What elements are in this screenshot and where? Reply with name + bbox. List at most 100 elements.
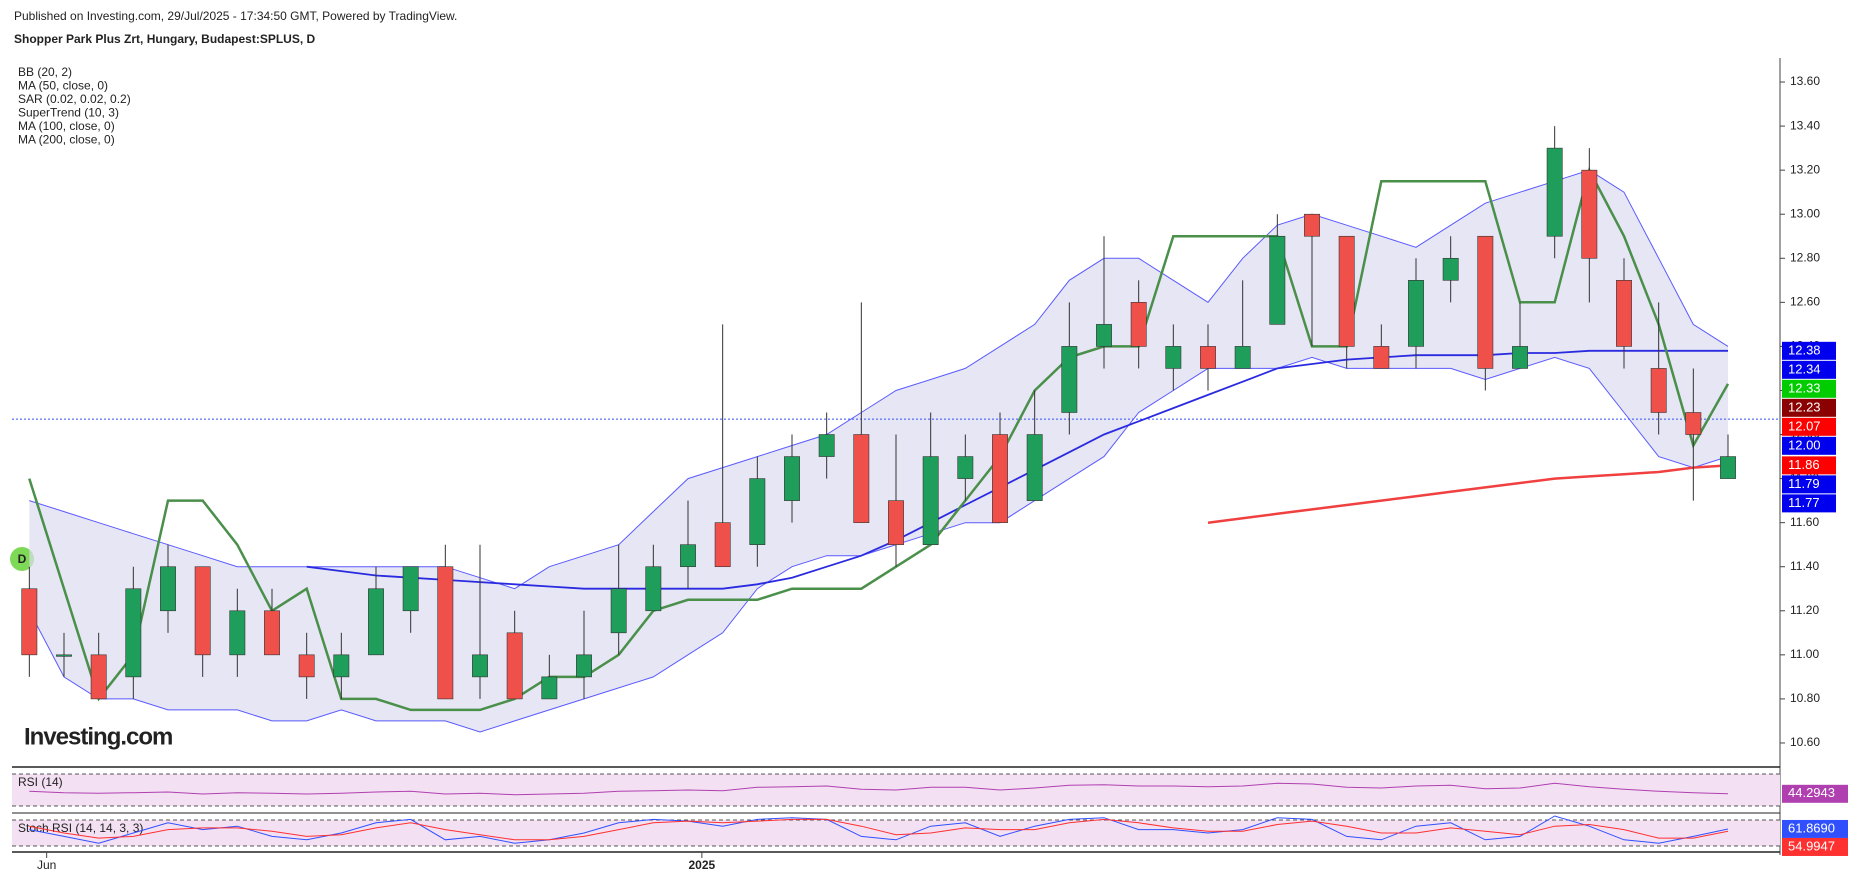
candle-body bbox=[818, 434, 835, 457]
candle-body bbox=[888, 500, 904, 545]
indicator-legend: MA (100, close, 0) bbox=[18, 119, 115, 133]
value-badge-label: 54.9947 bbox=[1788, 838, 1835, 853]
candle-body bbox=[1061, 346, 1078, 413]
price-badge bbox=[1782, 379, 1836, 398]
candle-body bbox=[1546, 147, 1563, 237]
published-note: Published on Investing.com, 29/Jul/2025 … bbox=[14, 9, 457, 23]
y-tick-label: 10.80 bbox=[1790, 691, 1820, 705]
candle-body bbox=[1685, 412, 1702, 435]
candle-body bbox=[1408, 280, 1424, 347]
candle-body bbox=[1130, 302, 1147, 347]
candle-body bbox=[56, 654, 72, 657]
candle-body bbox=[90, 654, 107, 700]
y-tick-label: 12.80 bbox=[1790, 250, 1820, 264]
indicator-legend: MA (200, close, 0) bbox=[18, 133, 115, 147]
candle-body bbox=[1096, 324, 1112, 347]
indicator-legend: BB (20, 2) bbox=[18, 65, 72, 79]
candle-body bbox=[576, 654, 592, 678]
candle-body bbox=[1304, 213, 1320, 237]
y-tick-label: 13.00 bbox=[1790, 206, 1820, 220]
candle-body bbox=[1338, 235, 1355, 347]
candle-body bbox=[194, 566, 211, 656]
candle-body bbox=[1234, 346, 1251, 369]
candle-body bbox=[333, 654, 350, 678]
indicator-line bbox=[29, 815, 1729, 844]
candle-body bbox=[853, 434, 870, 523]
price-badge bbox=[1782, 494, 1836, 513]
candle-body bbox=[784, 456, 800, 501]
candle-body bbox=[437, 566, 454, 700]
candle-body bbox=[1720, 456, 1736, 479]
x-tick-label: Jun bbox=[37, 858, 56, 872]
candle-body bbox=[1650, 368, 1667, 413]
indicator-legend: SuperTrend (10, 3) bbox=[18, 106, 119, 120]
candle-body bbox=[125, 588, 142, 678]
candle-body bbox=[298, 654, 315, 678]
candle-body bbox=[1477, 235, 1494, 369]
interval-badge: D bbox=[18, 552, 27, 566]
candle-body bbox=[229, 610, 246, 656]
price-badge-label: 12.33 bbox=[1788, 380, 1821, 395]
value-badge bbox=[1782, 819, 1848, 838]
price-badge-label: 11.86 bbox=[1788, 457, 1820, 472]
candle-body bbox=[1200, 346, 1216, 369]
candle-body bbox=[368, 588, 384, 656]
candle-body bbox=[1165, 346, 1182, 369]
candle-body bbox=[749, 478, 766, 545]
y-tick-label: 13.40 bbox=[1790, 118, 1820, 132]
candle-body bbox=[160, 566, 176, 612]
candle-body bbox=[264, 610, 280, 656]
candle-body bbox=[922, 456, 939, 545]
price-badge bbox=[1782, 456, 1836, 475]
price-badge-label: 12.00 bbox=[1788, 437, 1821, 452]
value-badge bbox=[1782, 837, 1848, 856]
panel-bg bbox=[12, 820, 1780, 846]
indicator-legend: SAR (0.02, 0.02, 0.2) bbox=[18, 92, 131, 106]
candle-body bbox=[472, 654, 488, 678]
price-badge bbox=[1782, 360, 1836, 379]
indicator-line bbox=[29, 782, 1729, 796]
price-badge-label: 12.34 bbox=[1788, 361, 1821, 376]
price-badge-label: 12.38 bbox=[1788, 342, 1821, 357]
price-badge-label: 12.07 bbox=[1788, 418, 1821, 433]
candle-body bbox=[992, 434, 1008, 523]
price-badge bbox=[1782, 417, 1836, 436]
candle-body bbox=[541, 676, 558, 700]
indicator-line bbox=[28, 166, 1730, 712]
indicator-line bbox=[29, 818, 1729, 841]
price-badge bbox=[1782, 398, 1836, 417]
interval-badge-bg bbox=[10, 547, 34, 571]
bollinger-band-fill bbox=[29, 170, 1728, 732]
indicator-legend: MA (50, close, 0) bbox=[18, 79, 108, 93]
value-badge-label: 44.2943 bbox=[1788, 785, 1835, 800]
panel-title: Stoch RSI (14, 14, 3, 3) bbox=[18, 821, 143, 835]
candle-body bbox=[1269, 235, 1286, 325]
price-badge-label: 11.77 bbox=[1788, 495, 1820, 510]
y-tick-label: 12.60 bbox=[1790, 295, 1820, 309]
indicator-line bbox=[1207, 464, 1729, 524]
indicator-line bbox=[28, 356, 1729, 733]
price-badge bbox=[1782, 341, 1836, 360]
candle-body bbox=[1581, 169, 1598, 259]
candle-body bbox=[680, 544, 696, 568]
price-badge bbox=[1782, 475, 1836, 494]
candle-body bbox=[1616, 280, 1632, 347]
y-tick-label: 13.60 bbox=[1790, 74, 1820, 88]
panel-title: RSI (14) bbox=[18, 775, 63, 789]
y-tick-label: 11.20 bbox=[1790, 603, 1819, 617]
price-badge bbox=[1782, 436, 1836, 455]
x-tick-label: 2025 bbox=[689, 858, 716, 872]
candle-body bbox=[1373, 346, 1390, 369]
price-badge-label: 11.79 bbox=[1788, 476, 1820, 491]
candle-body bbox=[645, 566, 662, 612]
candle-body bbox=[21, 588, 38, 656]
y-tick-label: 11.40 bbox=[1790, 559, 1819, 573]
candle-body bbox=[610, 588, 627, 634]
candle-body bbox=[1512, 346, 1528, 369]
y-tick-label: 11.00 bbox=[1790, 647, 1819, 661]
candle-body bbox=[506, 632, 523, 700]
y-tick-label: 10.60 bbox=[1790, 735, 1820, 749]
y-tick-label: 11.60 bbox=[1790, 515, 1819, 529]
candle-body bbox=[1442, 257, 1459, 281]
